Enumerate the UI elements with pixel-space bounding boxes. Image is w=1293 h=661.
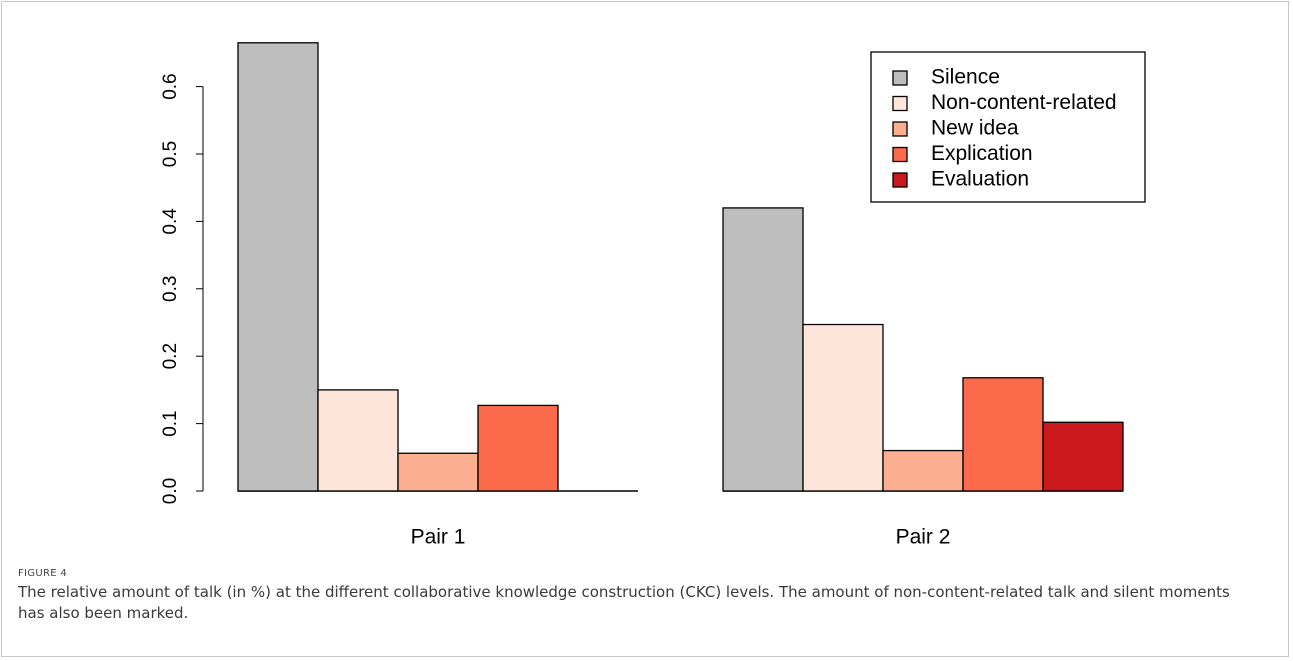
legend-label-new-idea: New idea: [931, 117, 1019, 140]
legend-swatch-explication: [892, 146, 908, 163]
legend-box: [870, 51, 1146, 203]
bars: [237, 42, 1124, 492]
y-tick-label: 0.5: [160, 141, 181, 167]
legend-swatch-non-content-related: [892, 95, 908, 112]
figure-caption: The relative amount of talk (in %) at th…: [18, 583, 1230, 622]
bar-pair-1-new-idea: [397, 452, 479, 492]
legend-swatch-new-idea: [892, 121, 908, 137]
bar-pair-1-silence: [237, 42, 319, 492]
legend-label-evaluation: Evaluation: [931, 168, 1029, 191]
bar-pair-2-non-content-related: [802, 323, 884, 492]
y-tick-label: 0.6: [160, 73, 181, 99]
x-category-label: Pair 2: [896, 526, 951, 549]
y-tick-label: 0.2: [160, 343, 181, 369]
bar-pair-1-non-content-related: [317, 389, 399, 492]
y-axis: 0.0 0.1 0.2 0.3 0.4 0.5 0.6: [160, 73, 204, 504]
bar-pair-2-explication: [962, 377, 1044, 492]
x-category-label: Pair 1: [411, 526, 466, 549]
figure-label: FIGURE 4: [18, 568, 67, 579]
legend-label-silence: Silence: [931, 66, 1000, 89]
bar-pair-1-explication: [477, 404, 559, 492]
y-tick-label: 0.0: [160, 478, 181, 504]
legend-swatch-silence: [892, 70, 908, 86]
bar-pair-2-silence: [722, 207, 804, 492]
bar-pair-2-new-idea: [882, 449, 964, 492]
x-axis-labels: Pair 1 Pair 2: [411, 526, 951, 549]
legend-swatch-evaluation: [892, 172, 908, 188]
y-tick-label: 0.4: [160, 208, 181, 235]
legend-label-non-content-related: Non-content-related: [931, 91, 1117, 114]
bar-pair-2-evaluation: [1042, 421, 1124, 492]
y-tick-label: 0.1: [160, 410, 181, 436]
y-tick-label: 0.3: [160, 276, 181, 302]
legend-label-explication: Explication: [931, 142, 1033, 165]
